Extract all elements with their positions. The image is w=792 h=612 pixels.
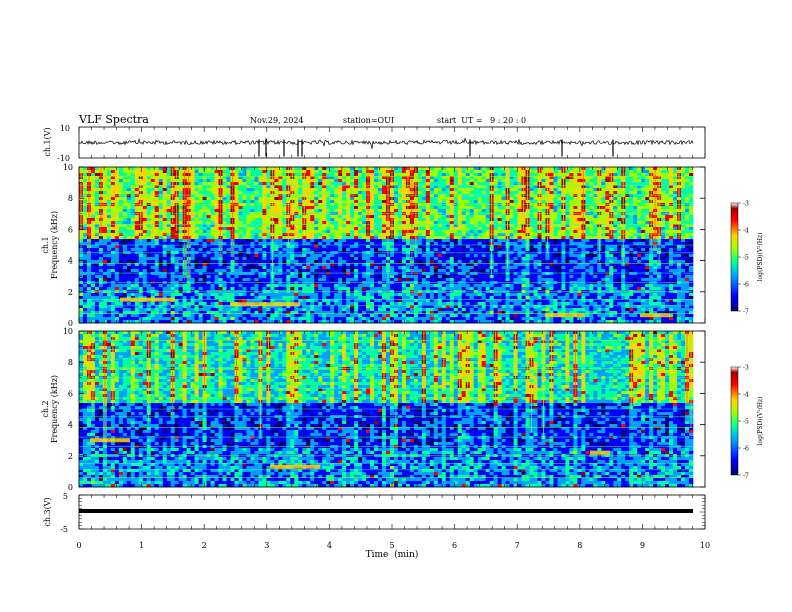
freq-tick-label: 0 [68,319,73,328]
freq-tick-label: 2 [68,288,73,297]
ch1-ytick-top: 10 [60,124,70,133]
station-label: station=OUI [343,116,394,125]
colorbar-ch2: -3 -4 -5 -6 -7 log(PSD)(V²/Hz) [730,365,764,480]
colorbar-ch2-label: log(PSD)(V²/Hz) [757,397,764,446]
spectrogram-ch1-panel: 0 2 4 6 8 10 ch.1 Frequency (kHz) -3 -4 -5 -6 -7 … [41,163,764,328]
spec1-ylabel-freq: Frequency (kHz) [50,211,59,279]
waveform-ch1-panel: 10 -10 ch.1(V) [43,124,706,163]
colorbar-tick-label: -5 [743,419,749,426]
colorbar-ch1: -3 -4 -5 -6 -7 log(PSD)(V²/Hz) [730,201,764,316]
time-tick-label: 2 [202,541,207,550]
spectrogram-ch1-image [79,167,705,324]
time-tick-label: 3 [264,541,269,550]
ch1-wave-ylabel: ch.1(V) [43,127,52,156]
spec1-ylabel-channel: ch.1 [41,236,50,253]
time-tick-label: 6 [452,541,457,550]
ch3-wave-ylabel: ch.3(V) [43,497,52,526]
spectrogram-ch2-image [79,331,705,488]
time-tick-label: 9 [640,541,645,550]
spec2-ylabel-freq: Frequency (kHz) [50,375,59,443]
colorbar-tick-label: -3 [743,365,749,372]
spectrogram-ch1-yticks: 0 2 4 6 8 10 [63,163,705,328]
spectrogram-ch2-yticks: 0 2 4 6 8 10 [63,327,705,492]
time-tick-label: 4 [327,541,332,550]
time-tick-label: 5 [389,541,394,550]
spectrogram-ch2-panel: 0 2 4 6 8 10 ch.2 Frequency (kHz) -3 -4 -5 -6 -7 … [41,327,764,492]
figure-title: VLF Spectra [78,113,149,126]
freq-tick-label: 10 [63,327,73,336]
ch3-ytick-bottom: -5 [60,525,68,534]
time-axis: 0 1 2 3 4 5 6 7 8 9 10 [76,127,710,550]
ch1-ytick-bottom: -10 [57,154,70,163]
colorbar-tick-label: -7 [743,309,749,316]
colorbar-tick-label: -5 [743,255,749,262]
colorbar-tick-label: -7 [743,473,749,480]
time-tick-label: 0 [76,541,81,550]
waveform-ch3-panel: 5 -5 ch.3(V) [43,492,706,534]
freq-tick-label: 8 [68,358,73,367]
freq-tick-label: 0 [68,483,73,492]
freq-tick-label: 6 [68,389,73,398]
freq-tick-label: 4 [68,257,73,266]
colorbar-tick-label: -4 [743,228,749,235]
ch3-ytick-top: 5 [63,492,68,501]
date-label: Nov.29, 2024 [250,116,304,125]
colorbar-ch1-label: log(PSD)(V²/Hz) [757,233,764,282]
freq-tick-label: 2 [68,452,73,461]
waveform-ch1-trace [78,137,694,149]
time-tick-label: 1 [139,541,144,550]
freq-tick-label: 6 [68,225,73,234]
freq-tick-label: 8 [68,194,73,203]
time-tick-label: 8 [577,541,582,550]
colorbar-tick-label: -4 [743,392,749,399]
start-time-label: start UT = 9 : 20 : 0 [437,116,526,125]
colorbar-tick-label: -6 [743,446,749,453]
freq-tick-label: 4 [68,421,73,430]
time-tick-label: 10 [700,541,710,550]
colorbar-tick-label: -6 [743,282,749,289]
colorbar-tick-label: -3 [743,201,749,208]
time-tick-label: 7 [515,541,520,550]
freq-tick-label: 10 [63,163,73,172]
time-axis-label: Time (min) [366,549,419,560]
spec2-ylabel-channel: ch.2 [41,400,50,417]
